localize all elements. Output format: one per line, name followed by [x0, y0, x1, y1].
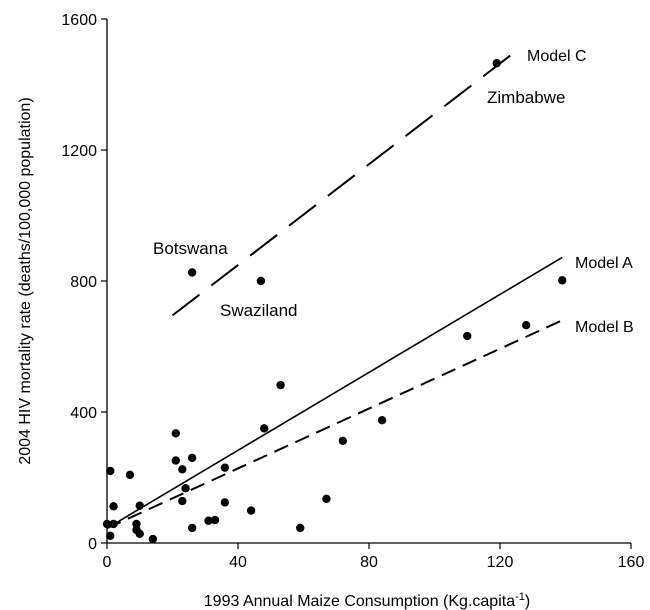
annotation-zimbabwe: Zimbabwe: [487, 88, 565, 107]
data-point: [135, 529, 144, 539]
data-point: [260, 424, 269, 433]
model-c-label: Model C: [527, 48, 587, 65]
data-point: [220, 498, 230, 507]
y-tick-label: 0: [88, 536, 97, 553]
data-point: [522, 321, 531, 330]
data-point: [106, 466, 115, 476]
data-point: [338, 436, 347, 446]
data-point: [187, 523, 197, 533]
data-point: [246, 506, 256, 515]
data-point: [102, 519, 112, 529]
data-point: [322, 494, 331, 503]
y-tick-label: 400: [70, 405, 97, 422]
data-point: [204, 516, 213, 525]
data-point: [109, 502, 118, 511]
data-point: [276, 380, 285, 390]
data-point: [210, 515, 220, 525]
x-tick-label: 40: [229, 554, 247, 571]
x-axis-title-superscript: -1: [515, 591, 525, 603]
data-point: [377, 415, 387, 425]
model-line-model-a: [106, 256, 563, 529]
data-point: [220, 463, 230, 472]
y-tick-label: 800: [70, 274, 97, 291]
x-tick-label: 0: [103, 554, 112, 571]
annotation-swaziland: Swaziland: [220, 301, 298, 320]
annotation-botswana: Botswana: [153, 239, 228, 258]
data-point: [125, 470, 135, 480]
x-axis-title-main: 1993 Annual Maize Consumption (Kg.capita: [204, 593, 515, 610]
data-point: [492, 59, 501, 68]
data-point: [558, 276, 567, 285]
x-tick-label: 160: [618, 554, 645, 571]
x-axis-title-close: ): [525, 593, 530, 610]
model-a-label: Model A: [575, 255, 633, 272]
x-tick-label: 120: [487, 554, 514, 571]
data-point: [187, 268, 197, 277]
x-tick-label: 80: [360, 554, 378, 571]
model-line-model-b: [106, 319, 563, 530]
data-point: [171, 456, 180, 465]
data-point: [187, 453, 197, 463]
data-point: [171, 429, 180, 438]
data-point: [132, 519, 141, 529]
model-b-label: Model B: [575, 319, 634, 336]
data-point: [178, 465, 187, 474]
y-tick-label: 1600: [61, 12, 97, 29]
data-point: [109, 519, 118, 529]
data-point: [181, 484, 190, 493]
data-point: [178, 496, 187, 506]
model-lines: [106, 52, 563, 530]
y-axis-title: 2004 HIV mortality rate (deaths/100,000 …: [17, 97, 34, 464]
data-point: [148, 534, 158, 544]
data-point: [296, 523, 305, 533]
data-points: [102, 59, 567, 544]
data-point: [106, 531, 115, 540]
model-line-model-c: [171, 52, 514, 317]
data-point: [256, 276, 266, 286]
x-axis-title: 1993 Annual Maize Consumption (Kg.capita…: [204, 591, 530, 610]
data-point: [135, 501, 144, 510]
data-point: [463, 331, 472, 341]
y-tick-label: 1200: [61, 143, 97, 160]
